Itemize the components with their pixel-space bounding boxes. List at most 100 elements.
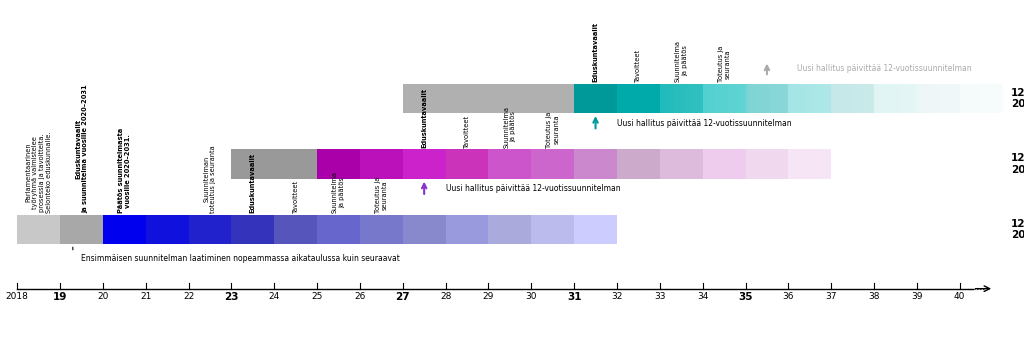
Bar [531,84,574,113]
Bar [722,84,728,113]
Text: 39: 39 [911,292,923,301]
Bar [735,84,742,113]
Bar [797,84,804,113]
Bar [804,84,811,113]
Bar [60,215,102,244]
Bar [906,84,913,113]
Bar [962,84,969,113]
Bar [317,215,359,244]
Text: 30: 30 [525,292,537,301]
Text: 32: 32 [611,292,623,301]
Text: 12-vuotissuunnitelma
2029–2040: 12-vuotissuunnitelma 2029–2040 [1011,88,1024,109]
Text: 37: 37 [825,292,837,301]
Bar [531,215,574,244]
Bar [969,84,975,113]
Bar [17,215,60,244]
Bar [824,84,831,113]
Text: Tavoitteet: Tavoitteet [293,180,299,213]
Text: 21: 21 [140,292,152,301]
Bar [659,84,667,113]
Bar [954,84,962,113]
Bar [769,84,776,113]
Bar [756,84,763,113]
Bar [927,84,934,113]
Text: 28: 28 [440,292,452,301]
Bar [858,84,865,113]
Bar [402,149,445,179]
Bar [880,84,886,113]
Bar [900,84,906,113]
Bar [680,84,687,113]
Bar [617,84,659,113]
Bar [231,149,274,179]
Bar [959,84,1002,113]
Bar [317,149,359,179]
Bar [445,215,488,244]
Bar [776,84,783,113]
Bar [941,84,948,113]
Text: Suunnitelma
ja päätös: Suunnitelma ja päätös [504,106,516,148]
Bar [831,84,874,113]
Bar [934,84,941,113]
Bar [783,84,791,113]
Bar [574,149,617,179]
Bar [488,215,531,244]
Text: Tavoitteet: Tavoitteet [464,114,470,148]
Bar [788,84,831,113]
Text: 12-vuotissuunnitelma
2020–2031: 12-vuotissuunnitelma 2020–2031 [1011,219,1024,240]
Bar [791,84,797,113]
Text: Toteutus ja
seuranta: Toteutus ja seuranta [546,111,559,148]
Bar [694,84,701,113]
Bar [817,84,824,113]
Text: 36: 36 [782,292,794,301]
Text: 27: 27 [395,292,410,302]
Bar [948,84,954,113]
Text: 24: 24 [268,292,280,301]
Bar [916,84,959,113]
Text: 19: 19 [53,292,68,302]
Bar [715,84,722,113]
Bar [749,84,756,113]
Bar [701,84,708,113]
Bar [188,215,231,244]
Bar [742,84,749,113]
Bar [874,84,916,113]
Text: 22: 22 [183,292,195,301]
Bar [687,84,694,113]
Bar [872,84,880,113]
Text: 31: 31 [567,292,582,302]
Text: 40: 40 [954,292,966,301]
Bar [831,84,838,113]
Text: 20: 20 [97,292,109,301]
Bar [702,84,745,113]
Text: Toteutus ja
seuranta: Toteutus ja seuranta [375,177,388,213]
Bar [574,215,617,244]
Bar [845,84,852,113]
Bar [989,84,995,113]
Bar [274,149,317,179]
Bar [975,84,982,113]
Text: Päätös suunnitelmasta
vuosille 2020–2031.: Päätös suunnitelmasta vuosille 2020–2031… [118,128,131,213]
Bar [674,84,680,113]
Text: Suunnitelman
toteutus ja seuranta: Suunnitelman toteutus ja seuranta [204,145,216,213]
Bar [838,84,845,113]
Text: Suunnitelma
ja päätös: Suunnitelma ja päätös [332,171,345,213]
Text: 12-vuotissuunnitelma
2025–2036: 12-vuotissuunnitelma 2025–2036 [1011,153,1024,175]
Text: Uusi hallitus päivittää 12-vuotissuunnitelman: Uusi hallitus päivittää 12-vuotissuunnit… [797,64,972,73]
Bar [995,84,1002,113]
Text: Toteutus ja
seuranta: Toteutus ja seuranta [718,46,730,82]
Text: 33: 33 [654,292,666,301]
Text: Uusi hallitus päivittää 12-vuotissuunnitelman: Uusi hallitus päivittää 12-vuotissuunnit… [445,184,621,193]
Bar [865,84,872,113]
Bar [488,84,531,113]
Text: Eduskuntavaalit
ja suunnitelma vuosille 2020–2031: Eduskuntavaalit ja suunnitelma vuosille … [75,85,88,213]
Text: Eduskuntavaalit: Eduskuntavaalit [593,22,599,82]
Bar [231,215,274,244]
Text: Ensimmäisen suunnitelman laatiminen nopeammassa aikataulussa kuin seuraavat: Ensimmäisen suunnitelman laatiminen nope… [81,254,400,263]
Bar [659,84,702,113]
Text: 35: 35 [738,292,753,302]
Text: Tavoitteet: Tavoitteet [636,49,641,82]
Bar [852,84,858,113]
Bar [402,84,445,113]
Bar [745,149,788,179]
